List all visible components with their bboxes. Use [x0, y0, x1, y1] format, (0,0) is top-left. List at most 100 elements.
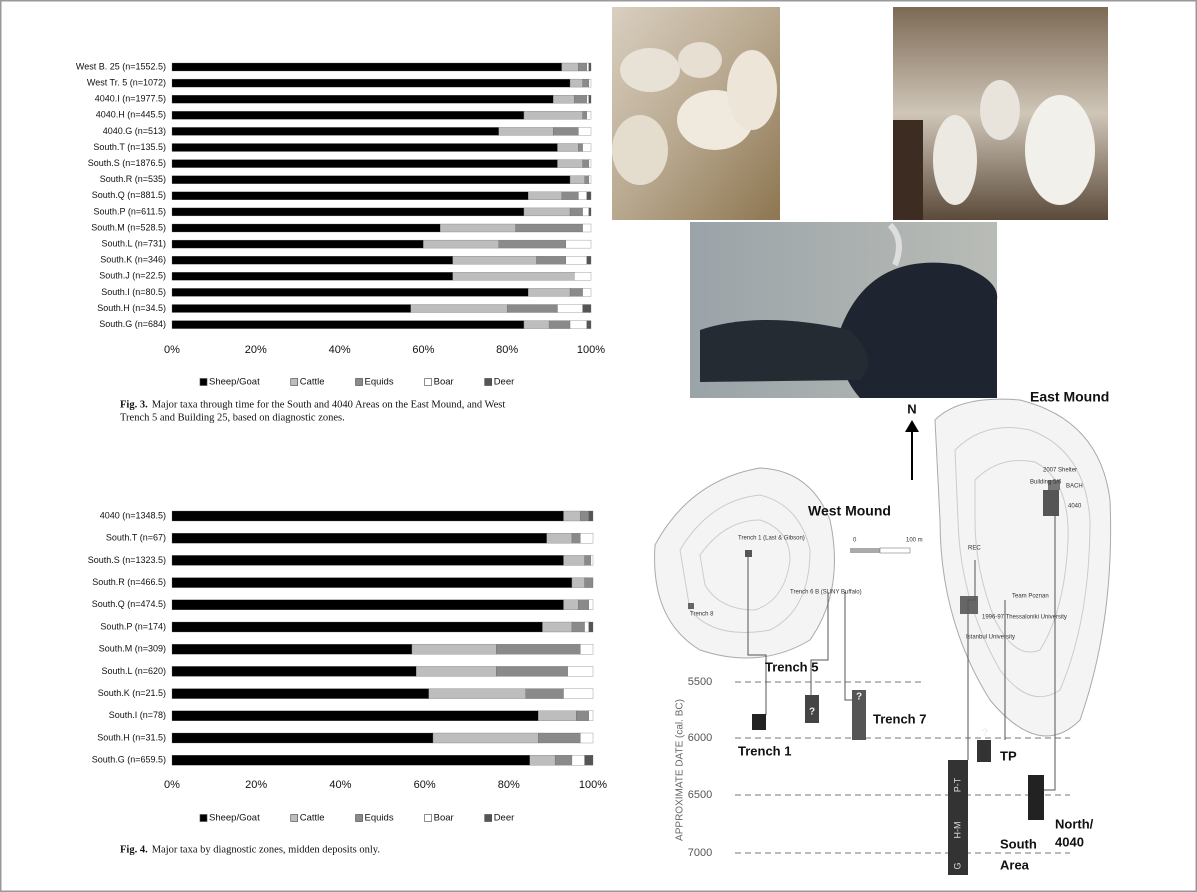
- x-tick-label: 20%: [245, 779, 267, 791]
- bar-segment: [572, 578, 585, 588]
- caption-label: Fig. 3.: [120, 399, 148, 410]
- x-tick-label: 60%: [414, 779, 436, 791]
- category-label: South.Q (n=474.5): [92, 599, 166, 609]
- bar-segment: [172, 144, 557, 152]
- bar-segment: [172, 79, 570, 87]
- bar-segment: [172, 533, 547, 543]
- bar-segment: [562, 192, 579, 200]
- bar-segment: [578, 63, 586, 71]
- phase-label: P-T: [952, 777, 962, 792]
- bar-segment: [564, 600, 579, 610]
- bar-segment: [583, 224, 591, 232]
- bar-segment: [566, 240, 591, 248]
- page: {"chart_data":[ {"type":"stacked-barh","…: [0, 0, 1197, 892]
- map-label: TP: [1000, 748, 1017, 763]
- bar-segment: [538, 711, 576, 721]
- legend-label: Boar: [434, 377, 454, 388]
- bar-segment: [172, 127, 499, 135]
- phase-label: H-M: [952, 822, 962, 839]
- legend-label: Cattle: [300, 813, 325, 824]
- map-label: 6500: [688, 789, 712, 801]
- bar-segment: [555, 755, 572, 765]
- legend-label: Deer: [494, 813, 515, 824]
- map-label: 4040: [1055, 834, 1084, 849]
- bar-segment: [580, 511, 588, 521]
- bar-segment: [172, 555, 564, 565]
- bar-segment: [516, 224, 583, 232]
- category-label: South.H (n=34.5): [97, 303, 166, 313]
- bar-segment: [589, 208, 591, 216]
- bar-segment: [583, 160, 589, 168]
- painting-aurochs: [690, 222, 997, 398]
- legend-label: Equids: [365, 813, 394, 824]
- question-mark: ?: [982, 728, 988, 739]
- legend-label: Boar: [434, 813, 454, 824]
- map-label: Team Poznan: [1012, 594, 1049, 600]
- bar-segment: [589, 511, 593, 521]
- bar-segment: [499, 240, 566, 248]
- bar-segment: [585, 555, 591, 565]
- bar-segment: [553, 95, 574, 103]
- caption: Major taxa by diagnostic zones, midden d…: [152, 844, 380, 855]
- bar-segment: [526, 689, 564, 699]
- bar-segment: [172, 755, 530, 765]
- bar-segment: [587, 111, 591, 119]
- bar-segment: [572, 533, 580, 543]
- bar-segment: [583, 111, 587, 119]
- bar-segment: [549, 321, 570, 329]
- bar-segment: [578, 144, 582, 152]
- bar-segment: [412, 644, 496, 654]
- x-tick-label: 40%: [329, 344, 351, 356]
- bar-segment: [172, 305, 411, 313]
- bar-segment: [589, 79, 591, 87]
- bar-segment: [591, 555, 593, 565]
- bar-segment: [172, 192, 528, 200]
- bar-segment: [589, 95, 591, 103]
- bar-segment: [172, 600, 564, 610]
- category-label: South.P (n=174): [100, 621, 166, 631]
- category-label: South.K (n=346): [100, 255, 166, 265]
- bar-segment: [542, 622, 571, 632]
- category-label: South.L (n=731): [102, 238, 166, 248]
- bar-segment: [416, 666, 496, 676]
- bar-segment: [589, 600, 593, 610]
- bar-segment: [440, 224, 515, 232]
- bar-segment: [572, 755, 585, 765]
- bar-segment: [172, 224, 440, 232]
- map-label: Trench 6 B (SUNY Buffalo): [790, 590, 862, 596]
- category-label: South.P (n=611.5): [94, 206, 166, 216]
- caption-label: Fig. 4.: [120, 844, 148, 855]
- category-label: South.G (n=659.5): [92, 755, 166, 765]
- bar-segment: [172, 711, 538, 721]
- bar-segment: [538, 733, 580, 743]
- category-label: South.H (n=31.5): [97, 732, 166, 742]
- bar-segment: [172, 208, 524, 216]
- category-label: South.S (n=1876.5): [88, 158, 166, 168]
- bar-segment: [580, 733, 593, 743]
- map-label: 5500: [688, 676, 712, 688]
- x-tick-label: 100%: [579, 779, 607, 791]
- slide: NEast MoundWest Mound0100 mTrench 1 (Las…: [0, 0, 1197, 892]
- map-label: North/: [1055, 816, 1094, 831]
- legend-label: Deer: [494, 377, 515, 388]
- bar-segment: [587, 256, 591, 264]
- bar-segment: [585, 176, 589, 184]
- map-label: Istanbul University: [966, 635, 1015, 641]
- category-label: South.T (n=67): [106, 533, 166, 543]
- bar-segment: [566, 256, 587, 264]
- category-label: 4040.H (n=445.5): [96, 110, 166, 120]
- bar-segment: [587, 95, 589, 103]
- category-label: South.M (n=528.5): [91, 222, 166, 232]
- bar-segment: [172, 622, 542, 632]
- bar-segment: [557, 305, 582, 313]
- category-label: South.S (n=1323.5): [88, 555, 166, 565]
- bar-segment: [172, 511, 564, 521]
- bar-segment: [570, 321, 587, 329]
- map-label: REC: [968, 546, 981, 552]
- bar-segment: [172, 272, 453, 280]
- bar-segment: [429, 689, 526, 699]
- bar-segment: [553, 127, 578, 135]
- bar-segment: [524, 208, 570, 216]
- bar-segment: [172, 689, 429, 699]
- category-label: West B. 25 (n=1552.5): [76, 61, 166, 71]
